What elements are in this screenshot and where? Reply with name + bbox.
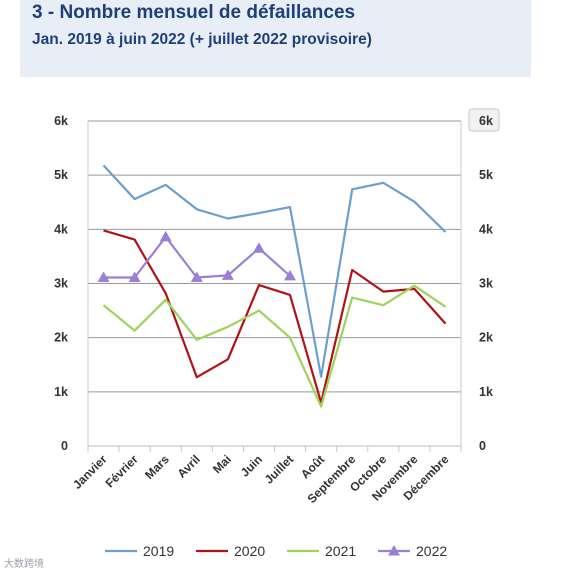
y-tick-label-left: 1k [54, 385, 68, 399]
data-point-2022 [221, 269, 234, 280]
x-tick-label: Juillet [262, 452, 296, 486]
x-tick-label: Juin [238, 452, 265, 479]
y-tick-label-left: 2k [54, 331, 68, 345]
y-tick-label-right: 3k [479, 277, 493, 291]
legend-label-2019: 2019 [143, 543, 174, 559]
series-lines [102, 164, 447, 408]
data-point-2022 [97, 271, 110, 283]
legend-label-2021: 2021 [325, 543, 356, 559]
legend-label-2020: 2020 [234, 543, 265, 559]
series-markers [97, 230, 297, 283]
watermark: 大数跨境 [4, 559, 44, 570]
y-tick-label-right: 2k [479, 331, 493, 345]
y-tick-label-right: 4k [479, 222, 493, 236]
y-tick-label-right: 0 [479, 439, 486, 453]
data-point-2022 [128, 271, 141, 283]
legend[interactable]: 2019 2020 2021 2022 [105, 543, 447, 559]
x-tick-label: Mai [210, 452, 234, 476]
series-line-2022 [103, 235, 291, 279]
data-point-2022 [159, 230, 172, 242]
data-point-2022 [284, 269, 297, 281]
x-tick-label: Mars [142, 452, 172, 482]
y-tick-label-left: 3k [54, 277, 68, 291]
y-tick-label-left: 5k [54, 168, 68, 182]
chart-subtitle: Jan. 2019 à juin 2022 (+ juillet 2022 pr… [32, 31, 372, 48]
y-tick-label-right: 5k [479, 168, 493, 182]
chart-title: 3 - Nombre mensuel de défaillances [32, 2, 356, 23]
data-point-2022 [190, 271, 203, 283]
series-line-2019 [102, 164, 447, 378]
y-tick-label-left: 0 [61, 439, 68, 453]
data-point-2022 [252, 242, 265, 253]
y-tick-label-left: 6k [54, 114, 68, 128]
y-tick-label-right: 1k [479, 385, 493, 399]
y-tick-label-right-highlight [468, 108, 500, 132]
x-tick-label: Février [103, 452, 141, 490]
y-tick-label-left: 4k [54, 222, 68, 236]
legend-label-2022: 2022 [416, 543, 447, 559]
legend-marker-2022 [388, 545, 400, 556]
series-line-2020 [103, 229, 447, 404]
series-line-2021 [102, 284, 447, 408]
y-tick-label-right: 6k [479, 114, 493, 128]
x-tick-label: Janvier [70, 452, 110, 492]
chart-header: 3 - Nombre mensuel de défaillances Jan. … [20, 0, 531, 77]
x-tick-label: Avril [174, 452, 202, 480]
grid-lines [88, 120, 461, 447]
